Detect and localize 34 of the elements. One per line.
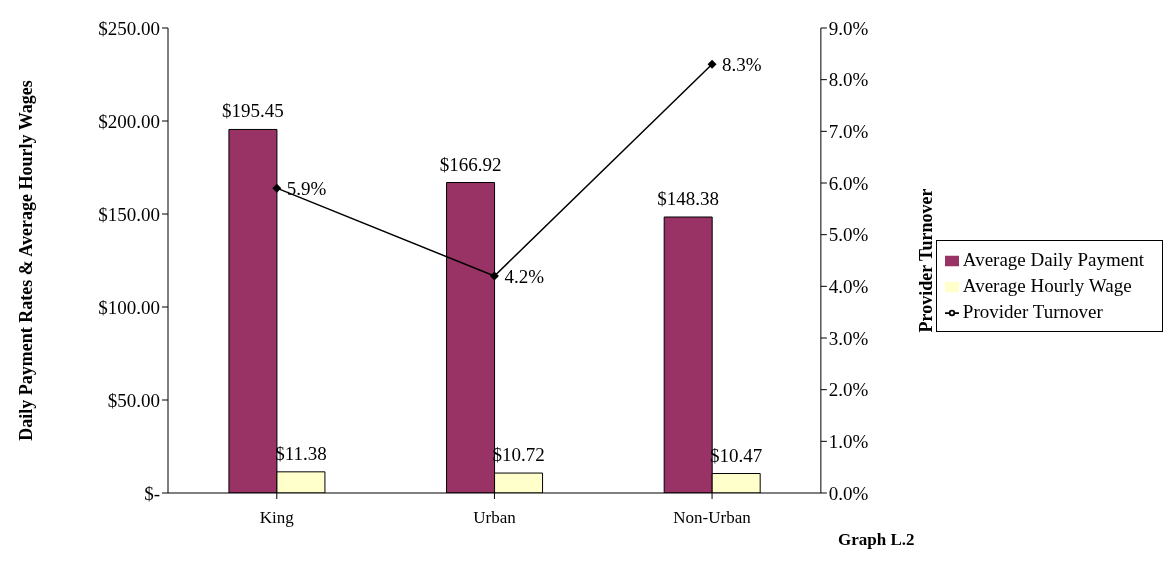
text: Graph L.2 <box>838 530 915 550</box>
y2-tick-label: 9.0% <box>828 17 869 39</box>
y2-tick-label: 0.0% <box>828 482 869 504</box>
y-tick-label: $50.00 <box>107 389 160 411</box>
data-label: $195.45 <box>222 100 284 122</box>
y-axis-title: Daily Payment Rates & Average Hourly Wages <box>16 80 37 441</box>
y2-tick-label: 7.0% <box>828 121 869 143</box>
point <box>272 183 282 193</box>
y-tick-label: $200.00 <box>98 110 160 132</box>
y-tick-label: $150.00 <box>98 203 160 225</box>
y2-tick-label: 2.0% <box>828 379 869 401</box>
point <box>489 271 499 281</box>
point <box>707 59 717 69</box>
y2-tick-label: 5.0% <box>828 224 869 246</box>
y-tick-label: $- <box>144 482 160 504</box>
legend-label: Provider Turnover <box>962 300 1103 322</box>
y2-tick-label: 1.0% <box>828 431 869 453</box>
legend-label: Average Hourly Wage <box>962 274 1132 296</box>
y2-tick-label: 8.0% <box>828 69 869 91</box>
y2-axis-title: Provider Turnover <box>916 188 937 333</box>
data-label: $166.92 <box>439 153 502 175</box>
x-tick-label: Non-Urban <box>673 508 752 528</box>
data-label: $148.38 <box>657 188 720 210</box>
y2-tick-label: 6.0% <box>828 172 869 194</box>
legend-label: Average Daily Payment <box>962 248 1144 270</box>
x-tick-label: King <box>259 508 295 528</box>
y-tick-label: $100.00 <box>98 296 160 318</box>
y2-tick-label: 4.0% <box>828 276 869 298</box>
x-tick-label: Urban <box>473 508 517 528</box>
data-label: 4.2% <box>504 266 545 287</box>
data-label: 5.9% <box>286 178 327 200</box>
data-label: 8.3% <box>722 54 762 76</box>
y-tick-label: $250.00 <box>98 17 160 39</box>
y2-tick-label: 3.0% <box>828 327 869 349</box>
